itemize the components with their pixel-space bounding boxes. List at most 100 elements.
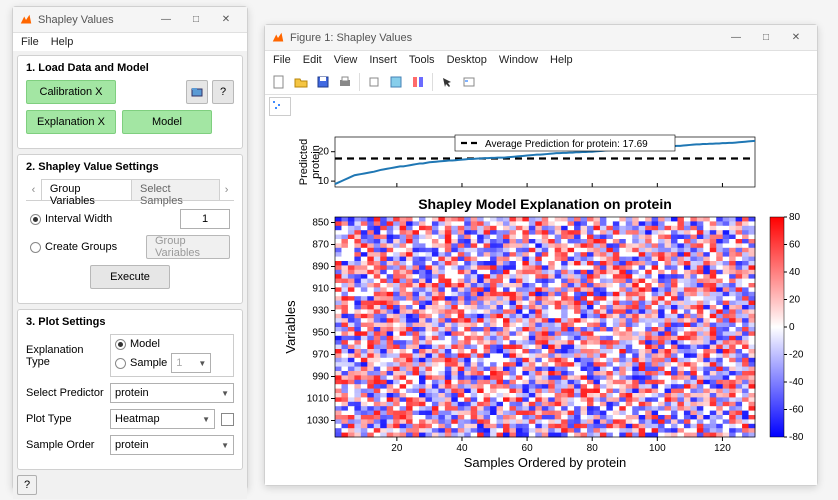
- calibration-button[interactable]: Calibration X: [26, 80, 116, 104]
- menu-insert[interactable]: Insert: [365, 54, 401, 66]
- svg-text:20: 20: [789, 295, 801, 306]
- svg-text:Variables: Variables: [283, 300, 298, 354]
- figure-titlebar: Figure 1: Shapley Values — □ ✕: [265, 25, 817, 51]
- svg-text:Average Prediction for protein: Average Prediction for protein: 17.69: [485, 139, 648, 150]
- print-icon[interactable]: [335, 72, 355, 92]
- help-button[interactable]: ?: [17, 475, 37, 495]
- sample-num-select: 1▼: [171, 353, 211, 373]
- panel1-title: 1. Load Data and Model: [26, 62, 234, 74]
- radio-dot-icon: [115, 358, 126, 369]
- svg-text:120: 120: [714, 443, 731, 454]
- menu-desktop[interactable]: Desktop: [443, 54, 491, 66]
- chart-area: 1020PredictedproteinAverage Prediction f…: [265, 117, 817, 485]
- svg-text:-40: -40: [789, 377, 804, 388]
- radio-dot-icon: [115, 339, 126, 350]
- menu-file[interactable]: File: [17, 36, 43, 48]
- svg-text:970: 970: [312, 350, 329, 361]
- svg-text:-80: -80: [789, 432, 804, 443]
- menu-view[interactable]: View: [330, 54, 362, 66]
- svg-text:-60: -60: [789, 405, 804, 416]
- menu-help[interactable]: Help: [47, 36, 78, 48]
- menu-tools[interactable]: Tools: [405, 54, 439, 66]
- svg-text:80: 80: [587, 443, 599, 454]
- browse-button[interactable]: [186, 80, 208, 104]
- interval-input[interactable]: [180, 209, 230, 229]
- edit-plot-icon[interactable]: [364, 72, 384, 92]
- svg-text:40: 40: [789, 267, 801, 278]
- radio-model[interactable]: Model: [115, 338, 229, 350]
- menu-window[interactable]: Window: [495, 54, 542, 66]
- interval-label: Interval Width: [45, 213, 112, 225]
- menubar: File Help: [13, 33, 247, 51]
- figure-toolbar: [265, 69, 817, 95]
- svg-text:850: 850: [312, 218, 329, 229]
- radio-dot-icon: [30, 242, 41, 253]
- legend-icon[interactable]: [459, 72, 479, 92]
- svg-text:990: 990: [312, 372, 329, 383]
- window-title: Shapley Values: [38, 14, 151, 26]
- svg-text:Predicted: Predicted: [298, 139, 310, 185]
- svg-text:60: 60: [789, 240, 801, 251]
- maximize-button[interactable]: □: [181, 10, 211, 30]
- help-button[interactable]: ?: [212, 80, 234, 104]
- svg-text:1030: 1030: [307, 416, 330, 427]
- figure-menubar: File Edit View Insert Tools Desktop Wind…: [265, 51, 817, 69]
- svg-text:930: 930: [312, 306, 329, 317]
- datatip-icon[interactable]: [269, 97, 291, 116]
- menu-edit[interactable]: Edit: [299, 54, 326, 66]
- colorbar-icon[interactable]: [408, 72, 428, 92]
- explanation-button[interactable]: Explanation X: [26, 110, 116, 134]
- svg-text:1010: 1010: [307, 394, 330, 405]
- sample-order-label: Sample Order: [26, 439, 104, 451]
- tab-select-samples[interactable]: Select Samples: [131, 179, 220, 200]
- tabbar: ‹ Group Variables Select Samples ›: [26, 179, 234, 201]
- minimize-button[interactable]: —: [151, 10, 181, 30]
- open-icon[interactable]: [291, 72, 311, 92]
- select-predictor[interactable]: protein▼: [110, 383, 234, 403]
- svg-text:0: 0: [789, 322, 795, 333]
- maximize-button[interactable]: □: [751, 28, 781, 48]
- minimize-button[interactable]: —: [721, 28, 751, 48]
- tab-group-variables[interactable]: Group Variables: [41, 179, 132, 200]
- svg-text:80: 80: [789, 212, 801, 223]
- panel3-title: 3. Plot Settings: [26, 316, 234, 328]
- sample-order-select[interactable]: protein▼: [110, 435, 234, 455]
- cursor-icon[interactable]: [437, 72, 457, 92]
- close-button[interactable]: ✕: [781, 28, 811, 48]
- svg-text:60: 60: [522, 443, 534, 454]
- exp-sample-label: Sample: [130, 357, 167, 369]
- create-groups-label: Create Groups: [45, 241, 117, 253]
- close-button[interactable]: ✕: [211, 10, 241, 30]
- svg-text:950: 950: [312, 328, 329, 339]
- svg-text:-20: -20: [789, 350, 804, 361]
- panel2-title: 2. Shapley Value Settings: [26, 161, 234, 173]
- radio-dot-icon: [30, 214, 41, 225]
- link-icon[interactable]: [386, 72, 406, 92]
- svg-text:Samples Ordered by protein: Samples Ordered by protein: [464, 455, 627, 470]
- radio-create-groups[interactable]: Create Groups: [30, 241, 117, 253]
- select-pred-label: Select Predictor: [26, 387, 104, 399]
- tab-left-arrow-icon[interactable]: ‹: [26, 179, 41, 200]
- matlab-icon: [19, 13, 33, 27]
- svg-text:100: 100: [649, 443, 666, 454]
- plot-type-checkbox[interactable]: [221, 413, 234, 426]
- exp-type-label: Explanation Type: [26, 344, 104, 368]
- svg-text:40: 40: [456, 443, 468, 454]
- plot-type-select[interactable]: Heatmap▼: [110, 409, 215, 429]
- svg-text:20: 20: [391, 443, 403, 454]
- figure-title: Figure 1: Shapley Values: [290, 32, 721, 44]
- svg-text:protein: protein: [310, 145, 322, 179]
- plot-type-label: Plot Type: [26, 413, 104, 425]
- radio-sample[interactable]: Sample 1▼: [115, 353, 229, 373]
- tab-right-arrow-icon[interactable]: ›: [219, 179, 234, 200]
- radio-interval-width[interactable]: Interval Width: [30, 213, 112, 225]
- svg-text:870: 870: [312, 240, 329, 251]
- execute-button[interactable]: Execute: [90, 265, 170, 289]
- save-icon[interactable]: [313, 72, 333, 92]
- menu-help[interactable]: Help: [546, 54, 577, 66]
- model-button[interactable]: Model: [122, 110, 212, 134]
- exp-model-label: Model: [130, 338, 160, 350]
- figure-window: Figure 1: Shapley Values — □ ✕ File Edit…: [264, 24, 818, 486]
- menu-file[interactable]: File: [269, 54, 295, 66]
- new-icon[interactable]: [269, 72, 289, 92]
